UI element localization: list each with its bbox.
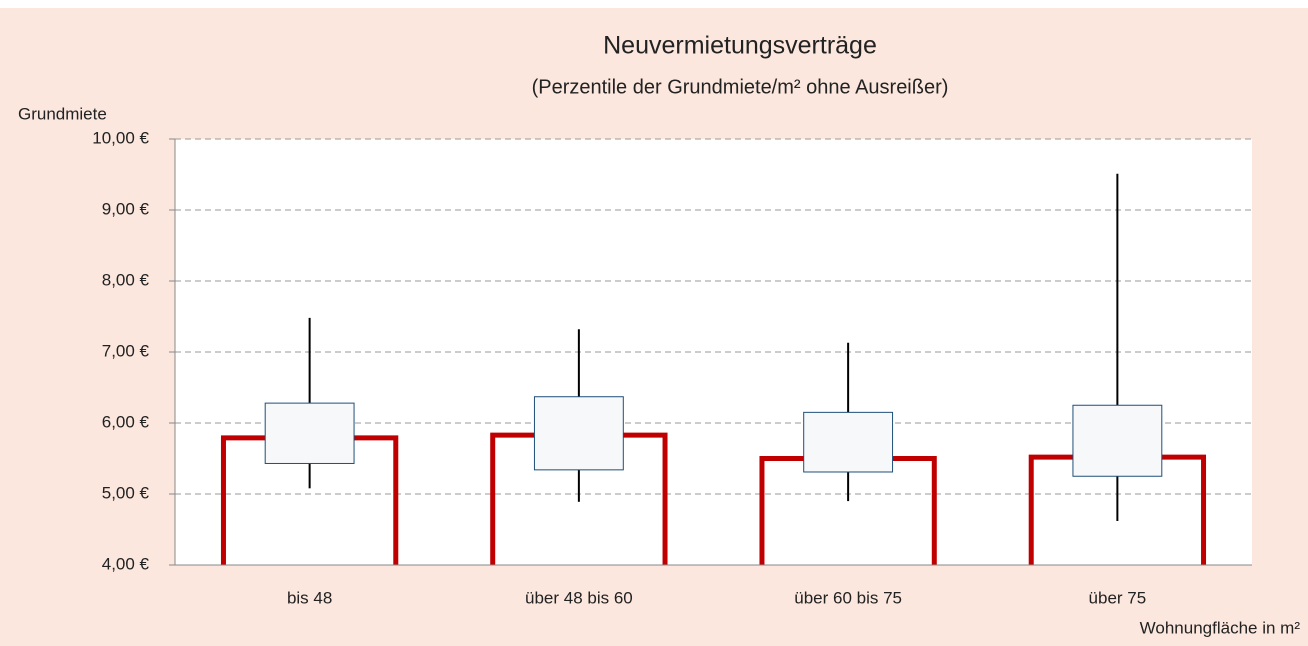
y-axis-label: Grundmiete — [18, 104, 107, 123]
x-tick-label: über 75 — [1089, 588, 1147, 607]
y-tick-label: 7,00 € — [102, 341, 150, 360]
y-tick-label: 6,00 € — [102, 412, 150, 431]
x-axis-label: Wohnungfläche in m² — [1140, 618, 1301, 637]
y-tick-label: 10,00 € — [92, 128, 149, 147]
x-tick-label: über 48 bis 60 — [525, 588, 633, 607]
box — [1072, 404, 1163, 477]
chart-subtitle: (Perzentile der Grundmiete/m² ohne Ausre… — [532, 76, 949, 98]
box — [533, 396, 624, 471]
y-tick-label: 9,00 € — [102, 199, 150, 218]
x-tick-label: über 60 bis 75 — [794, 588, 902, 607]
y-tick-label: 4,00 € — [102, 554, 150, 573]
plot-area — [175, 139, 1252, 565]
box — [803, 411, 894, 473]
chart-title: Neuvermietungsverträge — [603, 32, 877, 60]
x-tick-label: bis 48 — [287, 588, 332, 607]
y-tick-label: 5,00 € — [102, 483, 150, 502]
y-tick-label: 8,00 € — [102, 270, 150, 289]
box — [264, 402, 355, 464]
